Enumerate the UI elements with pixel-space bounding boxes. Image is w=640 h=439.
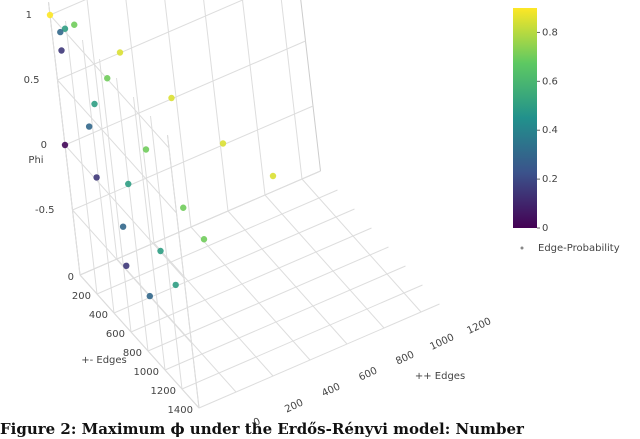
legend-marker [520,246,524,250]
grid-line [133,96,166,371]
grid-line [181,284,423,390]
data-point [104,75,111,82]
data-point [180,204,187,211]
grid-line [113,208,355,314]
colorbar-tick-label: 0.2 [542,174,558,185]
colorbar-tick-label: 0.6 [542,76,558,87]
data-point [93,174,100,181]
caption: Figure 2: Maximum ϕ under the Erdős-Rény… [0,420,525,438]
data-point [172,281,179,289]
grid-line [48,1,81,276]
grid-line [64,144,185,279]
grid-line [130,227,372,333]
grid-line [49,14,170,149]
y-tick-label: 200 [72,291,91,302]
grid-line [79,274,200,409]
colorbar-tick-label: 0 [542,223,548,234]
grid-line [301,178,422,313]
y-tick-label: 400 [89,310,108,321]
z-tick-label: 1 [26,10,32,21]
grid-line [125,0,155,244]
y-tick-label: 1200 [151,386,176,397]
x-tick-label: 800 [394,349,416,367]
grid-line [147,246,389,352]
x-axis-label: ++ Edges [415,371,465,382]
y-tick-label: 1000 [134,367,159,378]
data-point [116,49,124,56]
z-tick-label: 0 [41,140,47,151]
data-point [168,94,175,102]
grid-line [116,77,149,352]
x-tick-label: 400 [320,381,342,399]
data-point [269,172,277,180]
x-tick-label: 1200 [465,316,493,337]
data-point [58,47,65,54]
y-tick-label: 600 [106,329,125,340]
data-point [71,21,78,28]
x-tick-label: 600 [357,365,379,383]
z-tick-label: 0.5 [24,75,40,86]
data-point [219,140,227,147]
y-axis-label: +- Edges [81,355,127,366]
grid-line [264,194,385,329]
grid-line [86,0,118,260]
grid-line [96,189,338,295]
colorbar-tick-label: 0.8 [542,27,558,38]
data-point [123,262,130,269]
y-tick-label: 800 [123,348,142,359]
data-point [61,25,69,32]
data-point [119,223,127,230]
data-point [46,11,54,19]
y-tick-label: 0 [68,272,74,283]
colorbar [513,8,537,228]
grid-line [203,0,229,212]
box-edge [300,0,321,172]
grid-line [164,265,406,371]
grid-line [99,58,132,333]
x-tick-label: 0 [252,416,262,429]
data-point [91,100,98,108]
grid-line [150,115,183,390]
data-point [157,247,164,255]
data-point [146,292,153,300]
grid-line [164,0,192,228]
grid-line [167,134,200,409]
grid-line [57,0,244,81]
grid-line [65,20,98,295]
grid-line [79,170,321,276]
grid-line [241,0,266,196]
grid-line [190,226,311,361]
grid-line [153,242,274,377]
grid-line [49,0,86,16]
z-tick-label: -0.5 [35,205,55,216]
y-tick-label: 1400 [168,405,193,416]
grid-line [227,210,348,345]
data-point [125,180,132,188]
x-tick-label: 1000 [428,332,456,353]
grid-line [72,105,314,211]
grid-line [64,40,306,146]
data-point [57,28,64,36]
x-tick-label: 200 [283,397,305,415]
colorbar-title: Edge-Probability [538,243,620,254]
colorbar-tick-label: 0.4 [542,125,558,136]
data-point [142,146,150,153]
grid-line [198,303,440,409]
data-point [85,123,93,130]
grid-line [72,209,192,344]
grid-line [280,0,303,180]
z-axis-label: Phi [28,155,43,166]
data-point [200,236,208,243]
data-point [61,141,69,149]
grid-line [57,79,177,214]
